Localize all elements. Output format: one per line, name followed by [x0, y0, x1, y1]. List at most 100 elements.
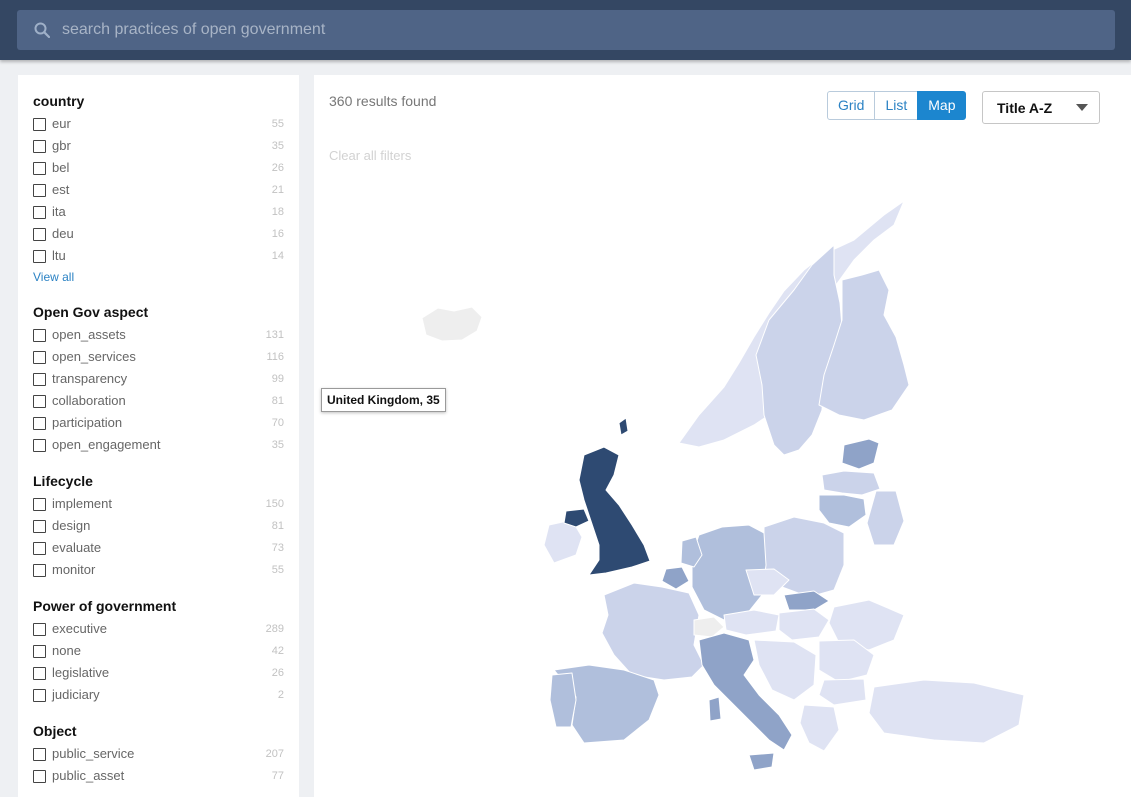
- facet-option[interactable]: implement 150: [33, 493, 299, 515]
- facet-option[interactable]: est 21: [33, 179, 299, 201]
- map-country-lithuania[interactable]: [818, 494, 867, 528]
- facet-checkbox[interactable]: [33, 498, 46, 511]
- map-country-belarus[interactable]: [866, 490, 905, 546]
- search-input[interactable]: [62, 10, 1102, 50]
- facet-option[interactable]: open_engagement 35: [33, 434, 299, 456]
- facet-checkbox[interactable]: [33, 206, 46, 219]
- facet-checkbox[interactable]: [33, 118, 46, 131]
- facet-option-label: ltu: [52, 248, 66, 263]
- map-country-finland[interactable]: [818, 269, 910, 421]
- facet-checkbox[interactable]: [33, 250, 46, 263]
- facet-option[interactable]: none 42: [33, 640, 299, 662]
- facet-option-count: 18: [271, 206, 284, 218]
- facet-option[interactable]: participation 70: [33, 412, 299, 434]
- map-country-bulgaria[interactable]: [818, 678, 867, 706]
- map-country-latvia[interactable]: [821, 470, 881, 496]
- map-country-austria[interactable]: [723, 609, 780, 636]
- facet-checkbox[interactable]: [33, 623, 46, 636]
- map-country-ukraine[interactable]: [828, 599, 905, 651]
- clear-filters-link[interactable]: Clear all filters: [329, 148, 412, 163]
- map-country-sardinia[interactable]: [708, 696, 722, 722]
- facet-option[interactable]: legislative 26: [33, 662, 299, 684]
- facet-checkbox[interactable]: [33, 520, 46, 533]
- map-country-portugal[interactable]: [549, 672, 577, 728]
- map-country-sicily[interactable]: [748, 752, 775, 771]
- map-country-balkans[interactable]: [753, 639, 817, 701]
- facet-option[interactable]: open_services 116: [33, 346, 299, 368]
- facet-checkbox[interactable]: [33, 645, 46, 658]
- map-country-germany[interactable]: [691, 524, 767, 621]
- facet-option-label: public_asset: [52, 768, 125, 783]
- facet-option[interactable]: bel 26: [33, 157, 299, 179]
- facet-checkbox[interactable]: [33, 395, 46, 408]
- facet-option-label: none: [52, 643, 81, 658]
- facet-list: implement 150 design 81 evaluate 73 monitor 55: [33, 493, 299, 581]
- list-view-button[interactable]: List: [874, 91, 919, 120]
- map-country-united-kingdom[interactable]: [578, 446, 651, 576]
- facet-option[interactable]: transparency 99: [33, 368, 299, 390]
- facet-option[interactable]: gbr 35: [33, 135, 299, 157]
- map-view-button[interactable]: Map: [917, 91, 967, 120]
- facet-checkbox[interactable]: [33, 351, 46, 364]
- facet-checkbox[interactable]: [33, 439, 46, 452]
- map-country-italy[interactable]: [698, 632, 793, 751]
- facet-list: eur 55 gbr 35 bel 26 est 21 ita 18 deu 16 ltu 14: [33, 113, 299, 267]
- facet-option-label: est: [52, 182, 70, 197]
- facet-title: Power of government: [33, 598, 177, 614]
- facet-option[interactable]: public_asset 77: [33, 765, 299, 787]
- facet-option[interactable]: eur 55: [33, 113, 299, 135]
- facet-checkbox[interactable]: [33, 228, 46, 241]
- map-country-france[interactable]: [601, 582, 705, 681]
- view-all-link[interactable]: View all: [33, 270, 75, 284]
- facet-checkbox[interactable]: [33, 329, 46, 342]
- facet-option-label: open_assets: [52, 327, 126, 342]
- map-country-romania[interactable]: [818, 639, 875, 683]
- facet-checkbox[interactable]: [33, 373, 46, 386]
- results-count: 360 results found: [329, 93, 437, 109]
- map-country-netherlands[interactable]: [680, 536, 703, 568]
- grid-view-button[interactable]: Grid: [827, 91, 876, 120]
- facet-option[interactable]: collaboration 81: [33, 390, 299, 412]
- facet-checkbox[interactable]: [33, 140, 46, 153]
- facet-option[interactable]: judiciary 2: [33, 684, 299, 706]
- facet-option[interactable]: open_assets 131: [33, 324, 299, 346]
- facet-checkbox[interactable]: [33, 667, 46, 680]
- facet-option-count: 116: [266, 351, 284, 363]
- facet-option-label: deu: [52, 226, 74, 241]
- facet-option[interactable]: ita 18: [33, 201, 299, 223]
- map-country-hungary[interactable]: [778, 608, 830, 641]
- facet-option-label: monitor: [52, 562, 96, 577]
- facet-option[interactable]: ltu 14: [33, 245, 299, 267]
- facet-checkbox[interactable]: [33, 417, 46, 430]
- facet-option-label: design: [52, 518, 91, 533]
- facet-option-count: 16: [271, 228, 284, 240]
- facet-checkbox[interactable]: [33, 184, 46, 197]
- facet-checkbox[interactable]: [33, 564, 46, 577]
- map-country-slovakia[interactable]: [783, 590, 830, 611]
- map-country-switzerland[interactable]: [693, 616, 725, 638]
- map-country-turkey[interactable]: [868, 679, 1025, 744]
- facet-checkbox[interactable]: [33, 162, 46, 175]
- map-country-czechia[interactable]: [745, 568, 790, 596]
- map-country-greece[interactable]: [799, 704, 840, 752]
- facet-option[interactable]: design 81: [33, 515, 299, 537]
- map-country-northern-ireland[interactable]: [563, 508, 590, 528]
- facet-option-label: legislative: [52, 665, 110, 680]
- facet-checkbox[interactable]: [33, 689, 46, 702]
- facet-option[interactable]: executive 289: [33, 618, 299, 640]
- search-box[interactable]: [17, 10, 1115, 50]
- facet-checkbox[interactable]: [33, 748, 46, 761]
- facet-option[interactable]: public_service 207: [33, 743, 299, 765]
- map-country-shetland[interactable]: [618, 417, 629, 436]
- facet-option-label: eur: [52, 116, 71, 131]
- facet-checkbox[interactable]: [33, 770, 46, 783]
- map-country-iceland[interactable]: [421, 306, 483, 342]
- facet-option[interactable]: evaluate 73: [33, 537, 299, 559]
- facet-checkbox[interactable]: [33, 542, 46, 555]
- map-country-belgium[interactable]: [661, 566, 690, 590]
- facet-option[interactable]: monitor 55: [33, 559, 299, 581]
- facet-option-count: 35: [271, 439, 284, 451]
- map-country-estonia[interactable]: [841, 438, 880, 470]
- facet-option[interactable]: deu 16: [33, 223, 299, 245]
- sort-select[interactable]: Title A-Z: [982, 91, 1100, 124]
